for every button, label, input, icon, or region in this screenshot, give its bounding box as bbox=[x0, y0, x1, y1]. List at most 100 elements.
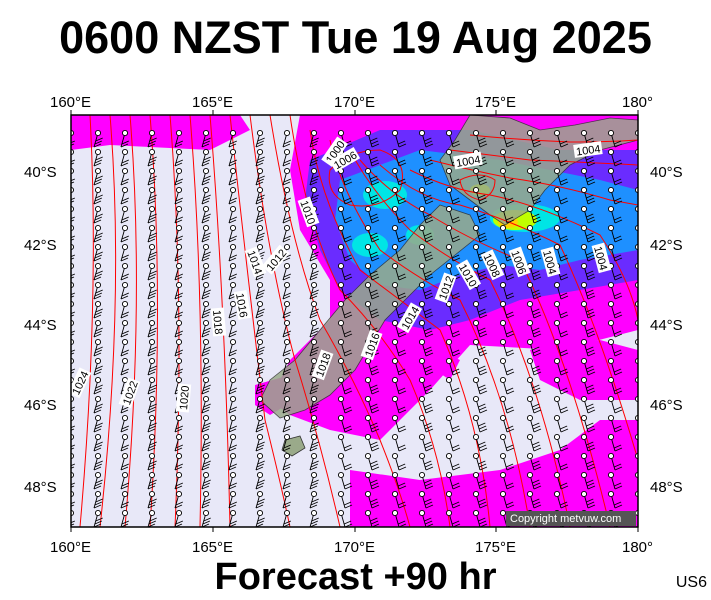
wind-barb bbox=[147, 395, 157, 414]
wind-barb bbox=[282, 186, 292, 205]
wind-barb bbox=[120, 319, 130, 338]
wind-barb bbox=[553, 319, 569, 338]
wind-barb bbox=[445, 224, 461, 243]
wind-barb bbox=[93, 376, 103, 395]
wind-barb bbox=[309, 281, 319, 300]
wind-barb bbox=[607, 243, 623, 262]
wind-barb bbox=[282, 414, 292, 433]
lat-label: 40°S bbox=[24, 164, 57, 181]
wind-barb bbox=[391, 357, 407, 376]
isobar-label: 1004 bbox=[575, 143, 601, 158]
wind-barb bbox=[526, 319, 542, 338]
wind-barb bbox=[580, 300, 596, 319]
wind-barb bbox=[120, 414, 130, 433]
wind-barb bbox=[228, 224, 238, 243]
wind-barb bbox=[147, 148, 157, 167]
wind-barb bbox=[147, 471, 157, 490]
wind-barb bbox=[93, 243, 103, 262]
wind-barb bbox=[607, 452, 623, 471]
wind-barb bbox=[93, 395, 103, 414]
weather-map: 1000 1006 1004 1004 1010 1012 1014 1016 … bbox=[24, 94, 683, 556]
wind-barb bbox=[93, 281, 103, 300]
wind-barb bbox=[93, 167, 103, 186]
lat-label: 46°S bbox=[24, 397, 57, 414]
isobar-label: 1004 bbox=[455, 154, 481, 170]
wind-barb bbox=[174, 262, 184, 281]
wind-barb bbox=[282, 300, 292, 319]
wind-barb bbox=[472, 129, 488, 148]
wind-barb bbox=[309, 243, 319, 262]
wind-barb bbox=[174, 129, 184, 148]
wind-barb bbox=[580, 433, 596, 452]
wind-barb bbox=[337, 338, 353, 357]
wind-barb bbox=[147, 490, 157, 509]
wind-barb bbox=[391, 319, 407, 338]
wind-barb bbox=[282, 205, 292, 224]
wind-barb bbox=[499, 471, 515, 490]
wind-barb bbox=[607, 433, 623, 452]
wind-barb bbox=[174, 300, 184, 319]
lon-label: 160°E bbox=[50, 539, 91, 556]
wind-barb bbox=[607, 205, 623, 224]
lat-label: 44°S bbox=[24, 317, 57, 334]
frame-ticks bbox=[70, 110, 639, 532]
wind-barb bbox=[309, 433, 319, 452]
wind-barb bbox=[364, 376, 380, 395]
wind-barb bbox=[364, 471, 380, 490]
wind-barb bbox=[174, 167, 184, 186]
wind-barb bbox=[364, 509, 380, 527]
wind-barb bbox=[120, 433, 130, 452]
wind-barb bbox=[391, 205, 407, 224]
wind-barb bbox=[93, 262, 103, 281]
wind-barb bbox=[391, 395, 407, 414]
wind-barb bbox=[282, 471, 292, 490]
wind-barb bbox=[93, 471, 103, 490]
wind-barb bbox=[418, 395, 434, 414]
wind-barb bbox=[499, 300, 515, 319]
wind-barb bbox=[255, 338, 265, 357]
wind-barb bbox=[201, 471, 211, 490]
wind-barb bbox=[228, 490, 238, 509]
wind-barb bbox=[120, 338, 130, 357]
wind-barb bbox=[580, 357, 596, 376]
wind-barb bbox=[255, 300, 265, 319]
wind-barb bbox=[282, 129, 292, 148]
wind-barb bbox=[147, 319, 157, 338]
wind-barb bbox=[201, 243, 211, 262]
wind-barb bbox=[472, 319, 488, 338]
wind-barb bbox=[120, 262, 130, 281]
wind-barb bbox=[147, 186, 157, 205]
wind-barb bbox=[147, 452, 157, 471]
wind-barb bbox=[228, 338, 238, 357]
wind-barb bbox=[580, 224, 596, 243]
wind-barb bbox=[309, 376, 319, 395]
wind-barb bbox=[526, 490, 542, 509]
wind-barb bbox=[93, 490, 103, 509]
wind-barb bbox=[337, 319, 353, 338]
wind-barb bbox=[580, 338, 596, 357]
wind-barb bbox=[120, 224, 130, 243]
wind-barb bbox=[309, 129, 319, 148]
wind-barb bbox=[580, 186, 596, 205]
wind-barb bbox=[337, 490, 353, 509]
wind-barb bbox=[553, 243, 569, 262]
wind-barb bbox=[391, 338, 407, 357]
wind-barb bbox=[147, 357, 157, 376]
wind-barb bbox=[174, 205, 184, 224]
wind-barb bbox=[255, 129, 265, 148]
wind-barb bbox=[607, 167, 623, 186]
wind-barb bbox=[255, 148, 265, 167]
wind-barb bbox=[472, 338, 488, 357]
wind-barb bbox=[201, 281, 211, 300]
wind-barb bbox=[93, 186, 103, 205]
wind-barb bbox=[201, 395, 211, 414]
wind-barb bbox=[309, 148, 319, 167]
wind-barb bbox=[472, 224, 488, 243]
wind-barb bbox=[228, 262, 238, 281]
wind-barb bbox=[391, 167, 407, 186]
wind-barb bbox=[499, 357, 515, 376]
wind-barb bbox=[201, 357, 211, 376]
wind-barb bbox=[445, 186, 461, 205]
wind-barb bbox=[174, 319, 184, 338]
wind-barb bbox=[120, 300, 130, 319]
